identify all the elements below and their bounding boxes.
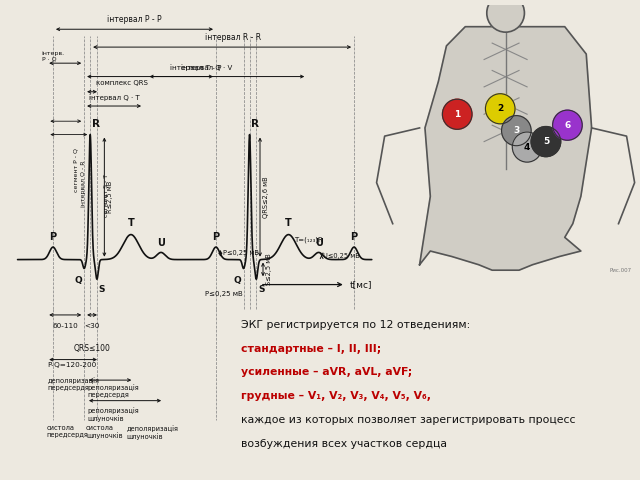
Text: грудные – V₁, V₂, V₃, V₄, V₅, V₆,: грудные – V₁, V₂, V₃, V₄, V₅, V₆, bbox=[241, 391, 431, 401]
Text: S: S bbox=[258, 286, 265, 294]
Text: 1: 1 bbox=[454, 110, 460, 119]
Text: P-Q=120-200: P-Q=120-200 bbox=[47, 362, 97, 368]
Text: T: T bbox=[127, 218, 134, 228]
Text: T: T bbox=[285, 218, 292, 228]
Text: 5: 5 bbox=[543, 137, 549, 146]
Text: деполяризація
шлуночків: деполяризація шлуночків bbox=[127, 425, 179, 440]
Text: 60-110: 60-110 bbox=[52, 323, 78, 329]
Text: P≤0,25 мВ: P≤0,25 мВ bbox=[223, 251, 259, 256]
Text: усиленные – aVR, aVL, aVF;: усиленные – aVR, aVL, aVF; bbox=[241, 368, 412, 377]
Text: t[мс]: t[мс] bbox=[349, 280, 372, 289]
Text: інтервал Q · T: інтервал Q · T bbox=[89, 94, 140, 101]
Text: QRS≤100: QRS≤100 bbox=[74, 345, 111, 353]
Text: U≤0,25 мВ: U≤0,25 мВ bbox=[323, 253, 360, 259]
Text: P: P bbox=[351, 232, 358, 242]
Text: систола
шлуночків: систола шлуночків bbox=[86, 425, 123, 439]
Polygon shape bbox=[420, 27, 591, 270]
Text: P≤0,25 мВ: P≤0,25 мВ bbox=[205, 290, 243, 297]
Text: комплекс QRS: комплекс QRS bbox=[96, 80, 148, 86]
Circle shape bbox=[502, 116, 531, 146]
Text: ЭКГ регистрируется по 12 отведениям:: ЭКГ регистрируется по 12 отведениям: bbox=[241, 320, 470, 330]
Text: стандартные – I, II, III;: стандартные – I, II, III; bbox=[241, 344, 381, 354]
Text: QRS≤2,6 мВ: QRS≤2,6 мВ bbox=[263, 176, 269, 218]
Text: P: P bbox=[212, 232, 220, 242]
Text: R: R bbox=[251, 119, 259, 129]
Text: Q: Q bbox=[74, 276, 83, 285]
Text: каждое из которых позволяет зарегистрировать процесс: каждое из которых позволяет зарегистриро… bbox=[241, 415, 575, 425]
Circle shape bbox=[552, 110, 582, 140]
Text: інтервал P - P: інтервал P - P bbox=[107, 15, 162, 24]
Circle shape bbox=[531, 127, 561, 156]
Text: Рис.007: Рис.007 bbox=[610, 268, 632, 273]
Text: R: R bbox=[92, 119, 100, 129]
Text: деполяризація
передсердя: деполяризація передсердя bbox=[47, 377, 99, 391]
Text: інтервал O - R: інтервал O - R bbox=[81, 160, 86, 207]
Text: 6: 6 bbox=[564, 120, 570, 130]
Text: інтервал R - R: інтервал R - R bbox=[205, 33, 261, 42]
Text: P: P bbox=[49, 232, 56, 242]
Text: S: S bbox=[99, 286, 106, 294]
Text: реполяризація
шлуночків: реполяризація шлуночків bbox=[87, 407, 139, 422]
Text: возбуждения всех участков сердца: возбуждения всех участков сердца bbox=[241, 439, 447, 449]
Text: реполяризація
передсердя: реполяризація передсердя bbox=[87, 384, 139, 398]
Text: T=(₁₂₃)R: T=(₁₂₃)R bbox=[294, 237, 323, 243]
Circle shape bbox=[513, 132, 542, 162]
Text: <30: <30 bbox=[84, 323, 100, 329]
Text: інтерв.
P · Q: інтерв. P · Q bbox=[42, 50, 65, 61]
Text: U: U bbox=[315, 238, 323, 248]
Circle shape bbox=[486, 94, 515, 124]
Text: сегмент S - T: сегмент S - T bbox=[104, 174, 109, 217]
Text: 4: 4 bbox=[524, 143, 531, 152]
Circle shape bbox=[487, 0, 524, 32]
Text: інтервал Q · V: інтервал Q · V bbox=[181, 64, 232, 71]
Text: інтервал T - P: інтервал T - P bbox=[170, 64, 222, 71]
Text: сегмент P - Q: сегмент P - Q bbox=[74, 148, 79, 192]
Text: R≤2,5 мВ: R≤2,5 мВ bbox=[108, 181, 113, 213]
Text: 2: 2 bbox=[497, 104, 503, 113]
Text: систола
передсердя: систола передсердя bbox=[46, 425, 88, 438]
Text: S≤2,5 мВ: S≤2,5 мВ bbox=[266, 253, 272, 285]
Text: U: U bbox=[157, 238, 165, 248]
Text: Q: Q bbox=[234, 276, 242, 285]
Text: 3: 3 bbox=[513, 126, 520, 135]
Circle shape bbox=[442, 99, 472, 129]
